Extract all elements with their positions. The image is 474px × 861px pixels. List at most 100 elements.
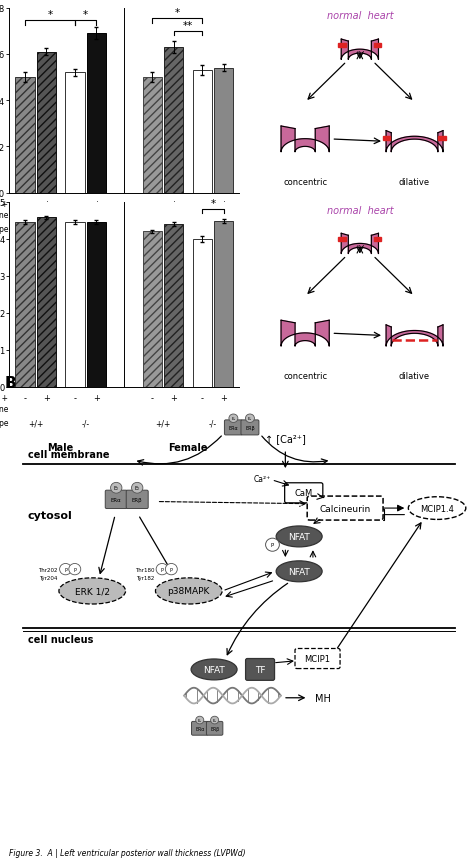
Bar	[164, 225, 183, 387]
Text: DOCA +
salt + hydralazine: DOCA + salt + hydralazine	[0, 393, 8, 414]
Text: normal  heart: normal heart	[327, 11, 393, 22]
Ellipse shape	[165, 564, 177, 575]
Ellipse shape	[229, 414, 238, 423]
Text: ↑ [Ca²⁺]: ↑ [Ca²⁺]	[265, 434, 306, 443]
FancyBboxPatch shape	[241, 420, 259, 436]
Text: Male: Male	[47, 249, 74, 259]
Bar	[15, 77, 35, 194]
Text: TF: TF	[255, 666, 265, 674]
Text: Thr202: Thr202	[38, 567, 58, 572]
Text: -/-: -/-	[209, 418, 217, 428]
Text: Thr180: Thr180	[135, 567, 155, 572]
Text: cytosol: cytosol	[28, 511, 73, 521]
Text: -/-: -/-	[82, 418, 90, 428]
Text: concentric: concentric	[283, 177, 327, 187]
Bar	[374, 238, 381, 242]
Text: P: P	[73, 567, 76, 572]
Bar	[338, 238, 346, 242]
Ellipse shape	[59, 579, 126, 604]
Text: E₂: E₂	[198, 718, 202, 722]
Text: -: -	[73, 393, 76, 403]
Text: dilative: dilative	[399, 177, 430, 187]
Ellipse shape	[131, 483, 143, 493]
Text: ERβ: ERβ	[132, 498, 143, 502]
FancyBboxPatch shape	[295, 648, 340, 669]
FancyBboxPatch shape	[246, 659, 274, 680]
Text: concentric: concentric	[283, 372, 327, 381]
Text: Female: Female	[168, 443, 208, 453]
Text: P: P	[161, 567, 164, 572]
Text: -: -	[201, 393, 204, 403]
Bar	[164, 48, 183, 194]
Text: E₂: E₂	[213, 718, 217, 722]
Text: ERα: ERα	[111, 498, 122, 502]
Bar	[65, 73, 85, 194]
Bar	[383, 137, 391, 141]
Text: cell nucleus: cell nucleus	[28, 634, 93, 644]
Text: *: *	[210, 198, 216, 208]
Text: **: **	[183, 21, 193, 31]
Ellipse shape	[276, 561, 322, 582]
Text: E₂: E₂	[231, 417, 236, 421]
Text: E₂: E₂	[114, 486, 119, 491]
Ellipse shape	[265, 538, 279, 552]
Text: +: +	[93, 393, 100, 403]
FancyBboxPatch shape	[105, 491, 127, 509]
FancyBboxPatch shape	[126, 491, 148, 509]
Text: Male: Male	[47, 443, 74, 453]
Text: +: +	[43, 393, 50, 403]
Bar	[338, 44, 346, 48]
Ellipse shape	[155, 579, 222, 604]
Text: ERβ Genotype: ERβ Genotype	[0, 225, 8, 234]
Polygon shape	[386, 132, 443, 152]
Bar	[214, 69, 233, 194]
Text: NFAT: NFAT	[203, 666, 225, 674]
Ellipse shape	[196, 716, 204, 724]
Text: NFAT: NFAT	[288, 567, 310, 576]
Text: Calcineurin: Calcineurin	[319, 504, 371, 513]
Bar	[214, 222, 233, 387]
Bar	[15, 223, 35, 387]
Text: +: +	[170, 200, 177, 209]
Ellipse shape	[246, 414, 255, 423]
Polygon shape	[386, 325, 443, 347]
Bar	[143, 77, 162, 194]
Text: +/+: +/+	[28, 225, 44, 234]
Text: cell membrane: cell membrane	[28, 449, 109, 460]
Ellipse shape	[210, 716, 219, 724]
Text: -: -	[151, 200, 154, 209]
Text: ERβ: ERβ	[245, 425, 255, 430]
Bar	[438, 137, 446, 141]
Bar	[87, 34, 106, 194]
Text: MH: MH	[315, 693, 331, 703]
FancyBboxPatch shape	[307, 497, 383, 520]
Ellipse shape	[191, 660, 237, 680]
Text: +: +	[170, 393, 177, 403]
Text: CaM: CaM	[295, 489, 313, 498]
Text: ERK 1/2: ERK 1/2	[75, 586, 110, 596]
Text: *: *	[47, 10, 53, 21]
Text: -: -	[151, 393, 154, 403]
Text: ERα: ERα	[228, 425, 238, 430]
Bar	[65, 223, 85, 387]
Polygon shape	[341, 234, 378, 254]
Ellipse shape	[69, 564, 81, 575]
Bar	[36, 218, 56, 387]
Text: P: P	[271, 542, 274, 548]
Text: P: P	[64, 567, 67, 572]
Text: NFAT: NFAT	[288, 532, 310, 542]
Text: -/-: -/-	[82, 225, 90, 234]
Text: +: +	[43, 200, 50, 209]
Text: Tyr182: Tyr182	[136, 576, 155, 580]
FancyBboxPatch shape	[206, 722, 223, 735]
Text: DOCA +
salt + hydralazine: DOCA + salt + hydralazine	[0, 200, 8, 220]
Text: E₂: E₂	[135, 486, 140, 491]
Text: Figure 3.  A | Left ventricular posterior wall thickness (LVPWd): Figure 3. A | Left ventricular posterior…	[9, 848, 246, 857]
Text: -: -	[24, 200, 27, 209]
Text: MCIP1: MCIP1	[304, 654, 330, 663]
Text: Tyr204: Tyr204	[39, 576, 58, 580]
Text: -: -	[73, 200, 76, 209]
Text: *: *	[175, 8, 180, 18]
FancyBboxPatch shape	[224, 420, 242, 436]
Ellipse shape	[60, 564, 72, 575]
